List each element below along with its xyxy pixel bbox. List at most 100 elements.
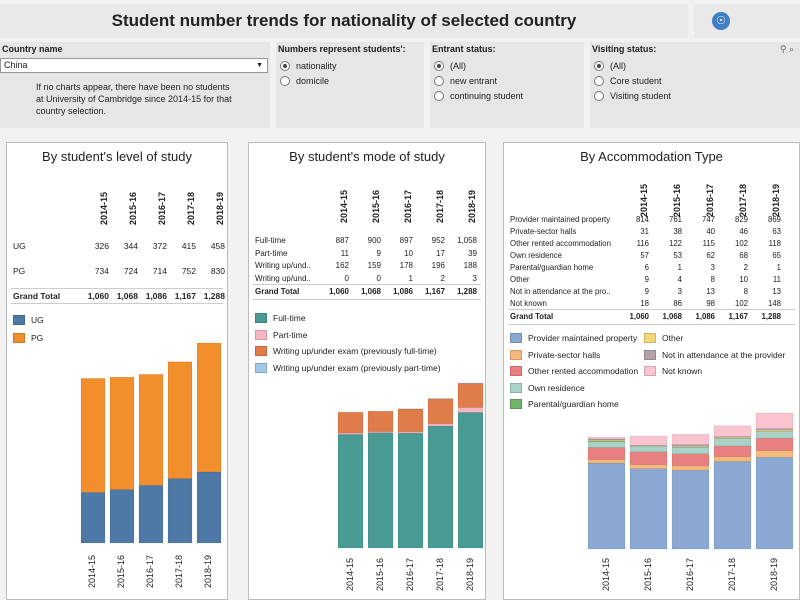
- table-cell: 900: [367, 236, 381, 245]
- x-tick-label: 2014-15: [87, 554, 97, 588]
- radio-new-entrant[interactable]: new entrant: [434, 73, 584, 88]
- legend-swatch: [644, 349, 656, 360]
- table-divider: [508, 309, 795, 310]
- table-row-label: Not known: [510, 299, 547, 308]
- table-cell: 8: [743, 287, 748, 296]
- bar-segment: [713, 461, 752, 550]
- legend-item: Other rented accommodation: [510, 366, 638, 376]
- legend-swatch: [510, 399, 522, 409]
- radio-core-student[interactable]: Core student: [594, 73, 800, 88]
- grand-total-cell: 1,068: [360, 287, 381, 296]
- table-cell: 31: [640, 227, 649, 236]
- logo-icon: ☉: [712, 12, 730, 30]
- bar-segment: [671, 465, 710, 471]
- bar-segment: [427, 423, 454, 427]
- table-cell: 6: [644, 263, 649, 272]
- bar-segment: [196, 342, 222, 473]
- radio-visiting-all[interactable]: (All): [594, 58, 800, 73]
- bar-segment: [109, 489, 135, 544]
- grand-total-label: Grand Total: [13, 291, 61, 301]
- table-cell: 1: [776, 263, 781, 272]
- radio-dot: [434, 60, 444, 71]
- legend-swatch: [510, 382, 522, 393]
- grand-total-cell: 1,060: [629, 312, 649, 321]
- table-row-label: Private-sector halls: [510, 227, 577, 236]
- bar-segment: [713, 425, 752, 437]
- bar-segment: [629, 435, 668, 446]
- legend-label: Parental/guardian home: [528, 399, 619, 409]
- bar-segment: [629, 464, 668, 469]
- bar-chart: [587, 412, 794, 550]
- table-divider: [11, 303, 223, 304]
- bar-segment: [629, 451, 668, 465]
- legend-label: Provider maintained property: [528, 333, 638, 343]
- table-cell: 18: [640, 299, 649, 308]
- legend-item: Full-time: [255, 313, 306, 323]
- table-cell: 115: [702, 239, 715, 248]
- table-cell: 415: [181, 241, 196, 251]
- grand-total-cell: 1,068: [662, 312, 682, 321]
- legend-item: Writing up/under exam (previously part-t…: [255, 362, 441, 373]
- chart-title: By student's level of study: [42, 149, 192, 164]
- bar-segment: [755, 456, 794, 550]
- x-tick-label: 2014-15: [600, 557, 611, 591]
- radio-dot: [594, 60, 604, 71]
- radio-continuing-student[interactable]: continuing student: [434, 88, 584, 103]
- radio-dot: [280, 75, 290, 86]
- radio-visiting-student[interactable]: Visiting student: [594, 88, 800, 103]
- table-cell: 53: [673, 251, 682, 260]
- radio-nationality[interactable]: nationality: [280, 58, 424, 73]
- legend-swatch: [255, 313, 267, 323]
- country-label: Country name: [2, 44, 63, 54]
- x-tick-label: 2018-19: [768, 557, 779, 591]
- legend-label: Writing up/under exam (previously full-t…: [273, 346, 437, 356]
- x-tick-label: 2017-18: [174, 554, 184, 588]
- filter-search-icon[interactable]: ⚲ ⌕: [779, 44, 794, 54]
- table-cell: 1: [408, 273, 413, 283]
- bar-segment: [367, 410, 394, 432]
- legend-swatch: [510, 366, 522, 376]
- country-dropdown[interactable]: China ▼: [0, 58, 268, 73]
- radio-entrant-all[interactable]: (All): [434, 58, 584, 73]
- bar-segment: [397, 408, 424, 433]
- visiting-label: Visiting status:: [592, 44, 657, 54]
- table-cell: 3: [710, 263, 715, 272]
- table-row-label: Full-time: [255, 236, 286, 245]
- table-cell: 2: [743, 263, 748, 272]
- legend-swatch: [644, 333, 656, 343]
- x-tick-label: 2015-16: [642, 557, 653, 591]
- bar-segment: [397, 432, 424, 549]
- legend-item: Own residence: [510, 382, 585, 393]
- bar-segment: [755, 450, 794, 458]
- radio-domicile[interactable]: domicile: [280, 73, 424, 88]
- legend-item: Parental/guardian home: [510, 399, 619, 409]
- legend-item: Writing up/under exam (previously full-t…: [255, 346, 437, 356]
- chevron-down-icon: ▼: [256, 62, 263, 69]
- table-cell: 57: [640, 251, 649, 260]
- bar-segment: [457, 383, 484, 408]
- legend-label: Full-time: [273, 313, 306, 323]
- table-cell: 11: [340, 248, 349, 258]
- table-cell: 13: [706, 287, 715, 296]
- bar-segment: [755, 437, 794, 451]
- grand-total-label: Grand Total: [510, 312, 554, 321]
- table-cell: 9: [644, 287, 649, 296]
- bar-segment: [138, 484, 164, 544]
- table-divider: [253, 299, 481, 300]
- country-filter: Country name China ▼ If no charts appear…: [0, 42, 270, 128]
- table-cell: 188: [463, 261, 477, 270]
- table-cell: 8: [710, 275, 715, 284]
- accommodation-panel: By Accommodation Type 2014-15 2015-16 2016-…: [503, 142, 800, 600]
- legend-swatch: [510, 349, 522, 360]
- table-row-label: Not in attendance at the pro..: [510, 287, 611, 296]
- table-cell: 63: [772, 227, 781, 236]
- table-cell: 814: [635, 215, 649, 224]
- table-cell: 761: [668, 215, 682, 224]
- table-cell: 98: [706, 299, 715, 308]
- x-tick-label: 2015-16: [116, 554, 126, 588]
- table-cell: 344: [123, 241, 138, 251]
- table-row-label: Writing up/und..: [255, 261, 311, 270]
- bar-segment: [80, 378, 106, 493]
- legend-item: Other: [644, 333, 683, 343]
- x-tick-label: 2017-18: [434, 557, 445, 591]
